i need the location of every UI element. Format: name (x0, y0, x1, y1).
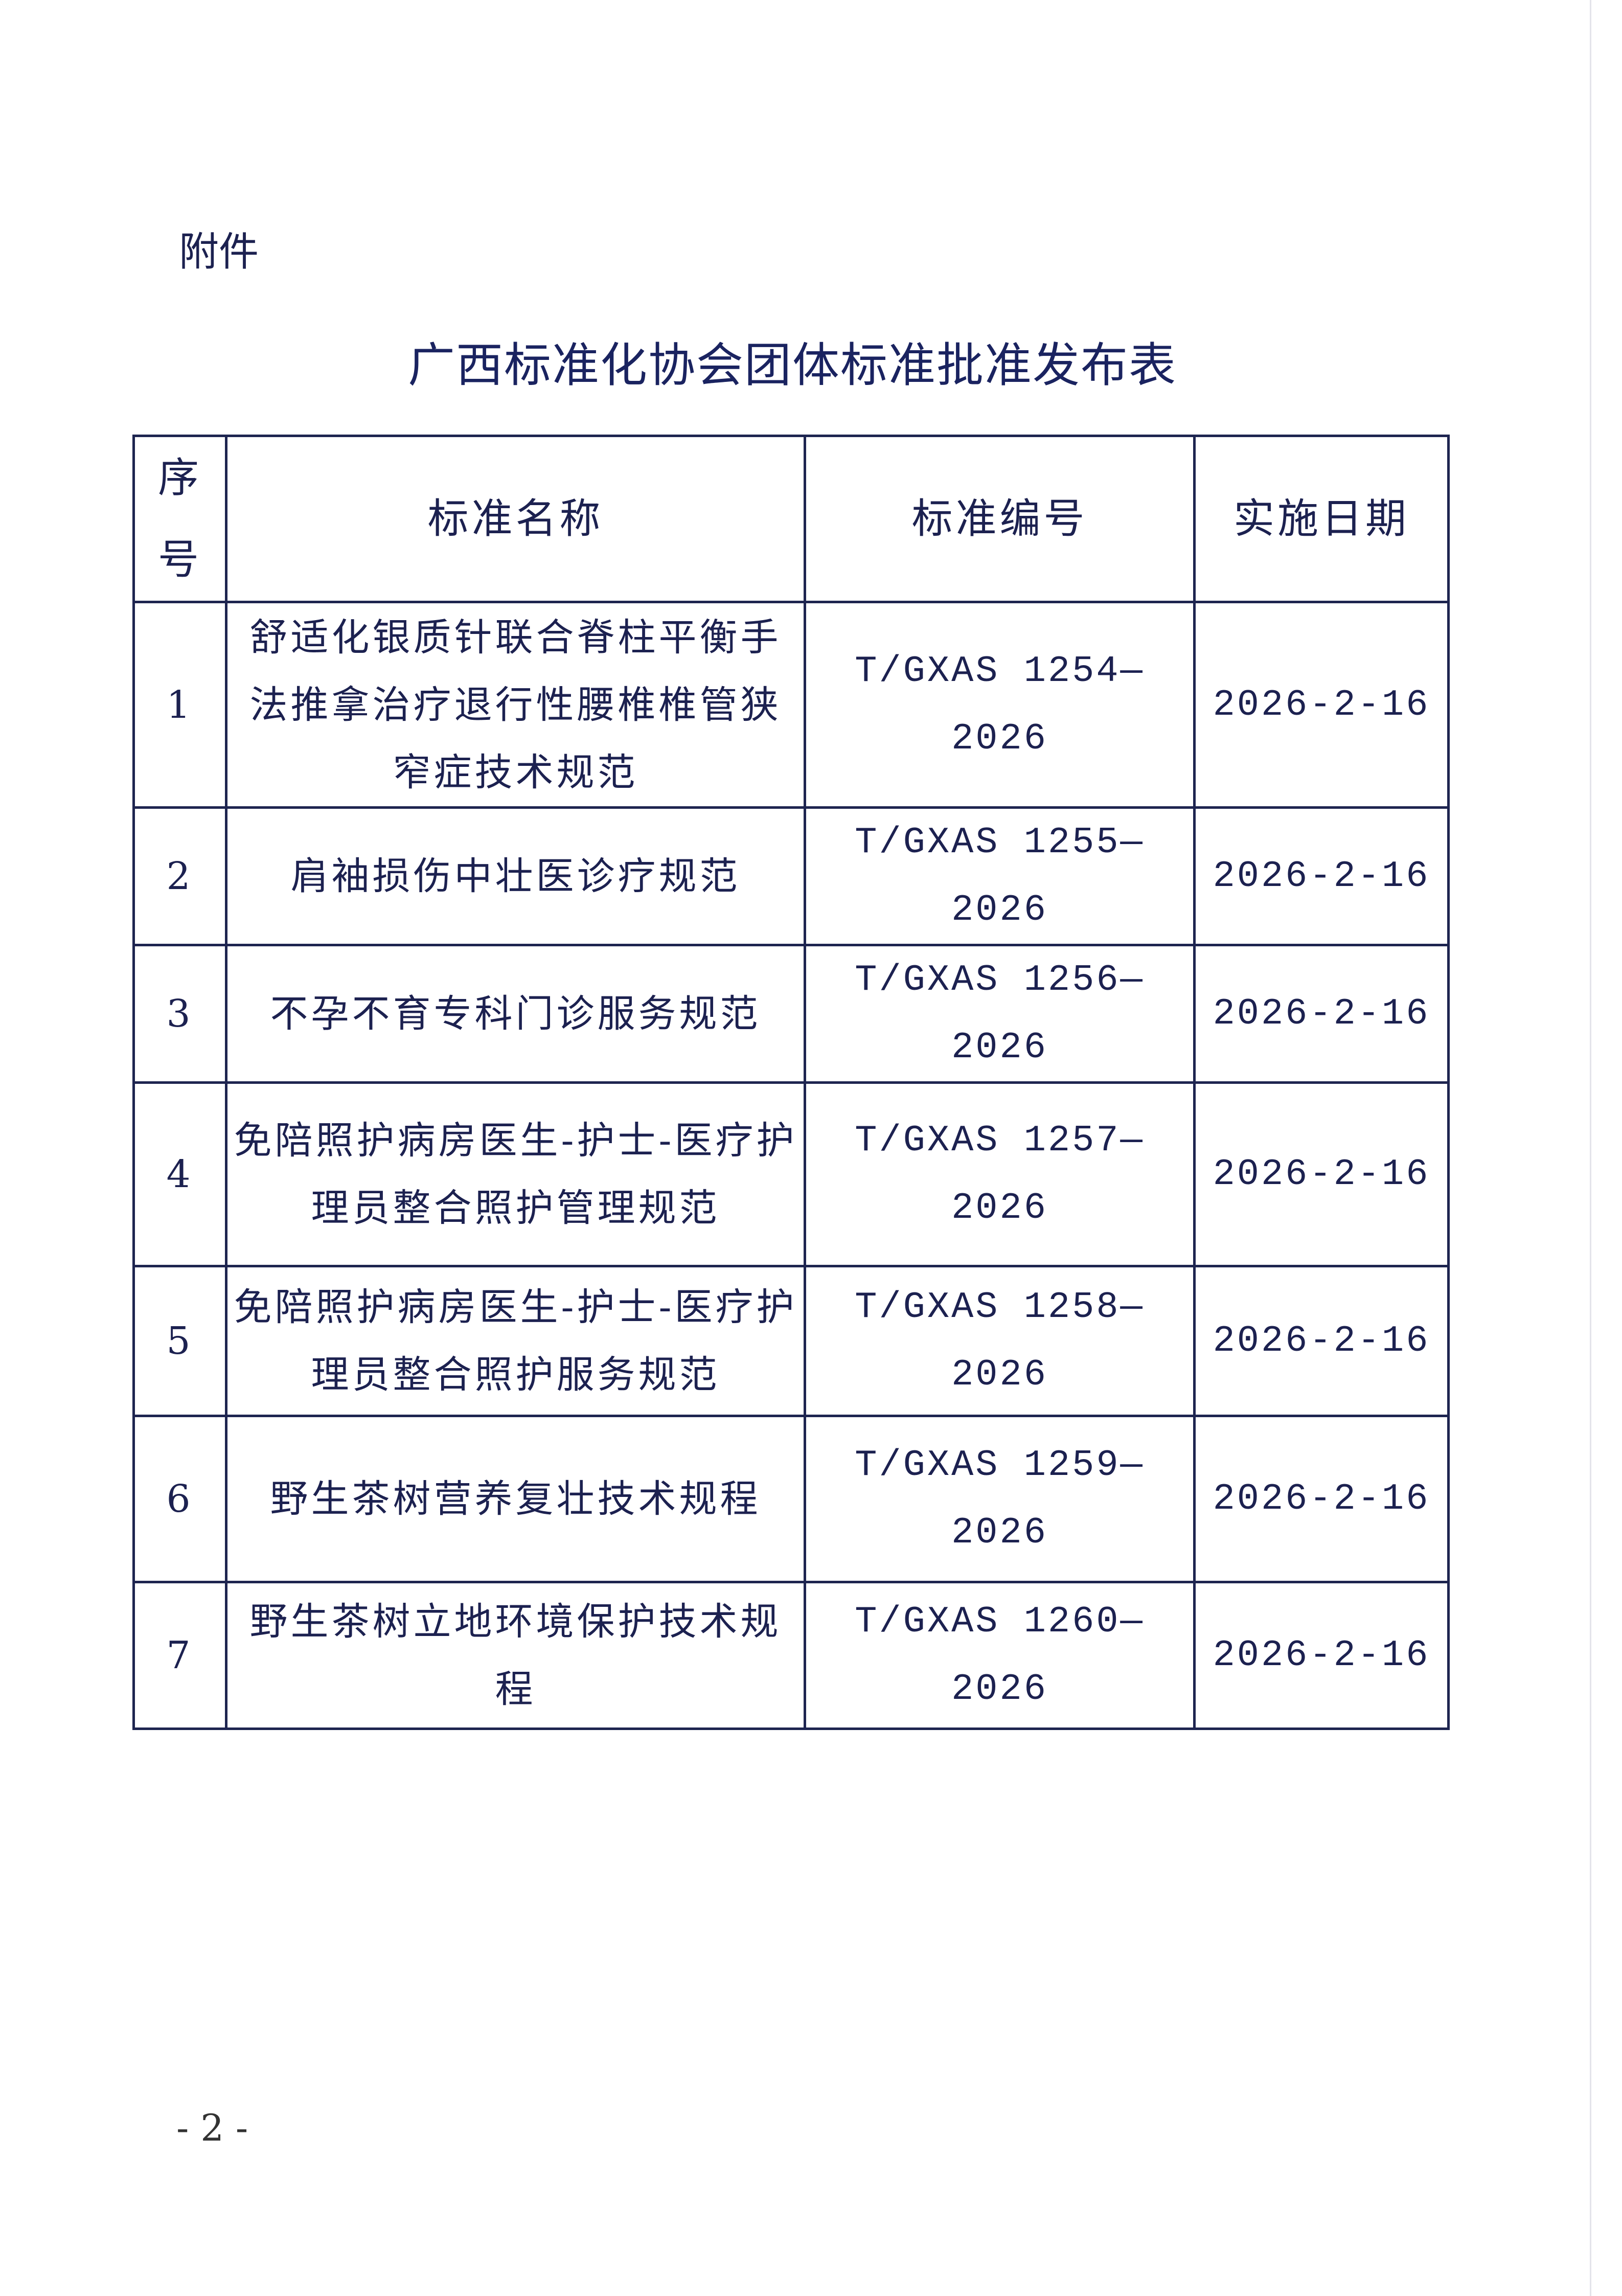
row-code: T/GXAS 1260—2026 (804, 1581, 1196, 1730)
table-row: 3 不孕不育专科门诊服务规范 T/GXAS 1256—2026 2026-2-16 (132, 944, 1450, 1084)
header-name: 标准名称 (225, 435, 806, 603)
row-seq: 3 (132, 944, 227, 1084)
row-seq: 1 (132, 601, 227, 809)
table-row: 1 舒适化银质针联合脊柱平衡手法推拿治疗退行性腰椎椎管狭窄症技术规范 T/GXAS … (132, 601, 1450, 809)
row-seq: 2 (132, 806, 227, 946)
scan-edge (1590, 0, 1591, 2296)
row-code: T/GXAS 1259—2026 (804, 1415, 1196, 1583)
row-name: 免陪照护病房医生-护士-医疗护理员整合照护管理规范 (225, 1081, 806, 1267)
row-seq: 5 (132, 1265, 227, 1417)
row-code: T/GXAS 1257—2026 (804, 1081, 1196, 1267)
row-seq: 4 (132, 1081, 227, 1267)
row-date: 2026-2-16 (1193, 1081, 1450, 1267)
row-date: 2026-2-16 (1193, 601, 1450, 809)
row-name: 舒适化银质针联合脊柱平衡手法推拿治疗退行性腰椎椎管狭窄症技术规范 (225, 601, 806, 809)
table-row: 2 肩袖损伤中壮医诊疗规范 T/GXAS 1255—2026 2026-2-16 (132, 806, 1450, 946)
row-date: 2026-2-16 (1193, 1265, 1450, 1417)
row-name: 野生茶树立地环境保护技术规程 (225, 1581, 806, 1730)
header-date: 实施日期 (1193, 435, 1450, 603)
row-date: 2026-2-16 (1193, 1415, 1450, 1583)
row-date: 2026-2-16 (1193, 1581, 1450, 1730)
standards-table: 序号 标准名称 标准编号 实施日期 1 舒适化银质针联合脊柱平衡手法推拿治疗退行性… (132, 435, 1450, 1730)
header-code: 标准编号 (804, 435, 1196, 603)
page-number: - 2 - (176, 2106, 248, 2149)
row-seq: 6 (132, 1415, 227, 1583)
row-code: T/GXAS 1256—2026 (804, 944, 1196, 1084)
header-seq: 序号 (132, 435, 227, 603)
attachment-label: 附件 (179, 229, 259, 275)
row-code: T/GXAS 1258—2026 (804, 1265, 1196, 1417)
table-header-row: 序号 标准名称 标准编号 实施日期 (132, 435, 1450, 603)
row-date: 2026-2-16 (1193, 806, 1450, 946)
row-code: T/GXAS 1255—2026 (804, 806, 1196, 946)
row-code: T/GXAS 1254—2026 (804, 601, 1196, 809)
row-name: 免陪照护病房医生-护士-医疗护理员整合照护服务规范 (225, 1265, 806, 1417)
table-row: 7 野生茶树立地环境保护技术规程 T/GXAS 1260—2026 2026-2-16 (132, 1581, 1450, 1730)
table-row: 4 免陪照护病房医生-护士-医疗护理员整合照护管理规范 T/GXAS 1257—20… (132, 1081, 1450, 1267)
document-title: 广西标准化协会团体标准批准发布表 (407, 338, 1177, 393)
row-seq: 7 (132, 1581, 227, 1730)
row-name: 野生茶树营养复壮技术规程 (225, 1415, 806, 1583)
row-name: 肩袖损伤中壮医诊疗规范 (225, 806, 806, 946)
table-row: 6 野生茶树营养复壮技术规程 T/GXAS 1259—2026 2026-2-16 (132, 1415, 1450, 1583)
row-name: 不孕不育专科门诊服务规范 (225, 944, 806, 1084)
table-row: 5 免陪照护病房医生-护士-医疗护理员整合照护服务规范 T/GXAS 1258—20… (132, 1265, 1450, 1417)
row-date: 2026-2-16 (1193, 944, 1450, 1084)
